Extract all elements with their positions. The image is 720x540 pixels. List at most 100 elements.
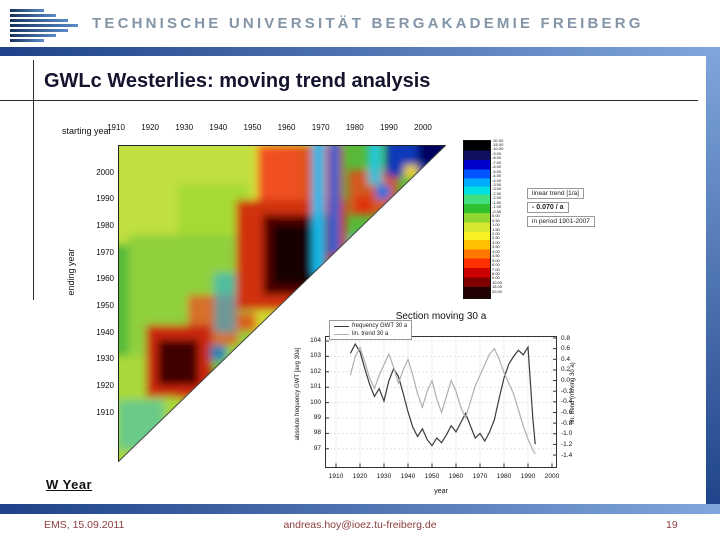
inset-x-tick-label: 1940 <box>400 473 416 480</box>
slide-header: TECHNISCHE UNIVERSITÄT BERGAKADEMIE FREI… <box>0 0 720 47</box>
heatmap-x-tick-label: 1930 <box>175 123 194 132</box>
inset-right-tick-label: 0.8 <box>561 334 571 342</box>
title-vertical-rule <box>33 60 34 300</box>
legend-entry-label: lin. trend 30 a <box>352 331 389 337</box>
heatmap-x-tick-label: 2000 <box>414 123 432 132</box>
title-underline <box>0 100 698 101</box>
inset-right-tick-label: 0.2 <box>561 366 571 374</box>
trend-legend-panel: linear trend [1/a] - 0.070 / a in period… <box>527 188 595 227</box>
inset-right-tick-label: -1.0 <box>561 430 573 438</box>
logo-bar <box>10 9 44 12</box>
top-accent-band <box>0 47 720 56</box>
legend-entry-label: frequency GWT 30 a <box>352 323 408 329</box>
colorbar-tick-label: 4.00 <box>492 248 500 254</box>
inset-chart-legend: frequency GWT 30 a lin. trend 30 a <box>329 320 413 340</box>
inset-left-tick-label: 102 <box>310 367 321 375</box>
bottom-accent-band <box>0 504 720 514</box>
inset-left-tick-label: 104 <box>310 337 321 344</box>
trend-legend-title: linear trend [1/a] <box>527 188 584 199</box>
colorbar-tick-label: -15.00 <box>492 141 504 147</box>
colorbar-tick-label: -3.50 <box>492 182 502 187</box>
colorbar-tick-label: 2.00 <box>492 230 500 236</box>
colorbar-tick-label: -7.00 <box>492 159 502 165</box>
inset-left-tick-label: 99 <box>313 414 321 421</box>
colorbar-tick-label: 6.00 <box>492 262 500 268</box>
inset-right-tick-label: -1.4 <box>561 451 573 459</box>
heatmap-y-tick-label: 1950 <box>96 300 114 310</box>
colorbar-tick-label: -4.50 <box>492 173 502 179</box>
inset-right-tick-label: 0.4 <box>561 355 571 363</box>
inset-x-tick-label: 1970 <box>472 473 488 480</box>
inset-chart-title: Section moving 30 a <box>395 311 487 322</box>
heatmap-x-tick-label: 1950 <box>243 123 262 132</box>
colorbar-tick-label: 9.00 <box>492 275 500 281</box>
inset-x-tick-label: 1930 <box>376 473 392 480</box>
logo-bar <box>10 39 44 42</box>
colorbar-tick-label: -1.50 <box>492 199 502 205</box>
heatmap-xaxis-label: starting year <box>62 126 112 136</box>
logo-bar <box>10 14 56 17</box>
heatmap-y-tick-label: 1970 <box>96 247 114 257</box>
colorbar-tick-label: 3.00 <box>492 239 500 245</box>
heatmap-x-tick-label: 1940 <box>209 123 228 132</box>
heatmap-y-tick-label: 1940 <box>96 327 114 337</box>
colorbar-tick-label: 0.50 <box>492 217 500 223</box>
inset-left-tick-label: 100 <box>310 398 321 406</box>
colorbar-tick-label: 3.50 <box>492 244 500 250</box>
logo-bar <box>10 34 56 37</box>
heatmap-y-tick-label: 2000 <box>96 167 114 177</box>
colorbar-tick-label: -0.50 <box>492 208 502 214</box>
inset-right-tick-label: -1.2 <box>561 440 573 448</box>
inset-right-tick-label: -0.4 <box>561 398 573 406</box>
inset-left-tick-label: 98 <box>313 429 321 437</box>
inset-left-tick-label: 101 <box>310 383 321 391</box>
inset-chart-svg <box>325 336 557 468</box>
inset-x-tick-label: 1960 <box>448 473 464 480</box>
colorbar-tick-label: -5.00 <box>492 168 502 174</box>
heatmap-y-tick-label: 1930 <box>96 354 114 364</box>
inset-right-tick-label: -0.8 <box>561 419 573 427</box>
inset-right-tick-label: 0.0 <box>561 377 571 385</box>
trend-period: in period 1901-2007 <box>527 216 595 227</box>
heatmap-x-tick-label: 1990 <box>379 123 398 132</box>
colorbar-tick-label: -10.00 <box>492 146 504 152</box>
colorbar-tick-label: -9.00 <box>492 150 502 156</box>
colorbar-tick-label: 0.00 <box>492 213 500 219</box>
trend-value: - 0.070 / a <box>527 202 569 213</box>
colorbar-tick-label: -4.00 <box>492 177 502 183</box>
colorbar-tick-label: 1.00 <box>492 222 500 228</box>
heatmap-colorbar <box>463 140 491 299</box>
inset-x-tick-label: 1920 <box>352 473 368 480</box>
colorbar-tick-label: -6.00 <box>492 164 502 170</box>
inset-left-axis-label: absolute frequency GWT [avg 30a] <box>295 347 301 441</box>
moving-trend-heatmap <box>118 145 446 462</box>
w-year-label: W Year <box>46 477 93 492</box>
series-line-0 <box>349 342 536 447</box>
inset-right-tick-label: -0.6 <box>561 408 573 416</box>
inset-left-tick-label: 103 <box>310 352 321 360</box>
logo-bar <box>10 29 68 32</box>
heatmap-y-tick-label: 1960 <box>96 274 114 284</box>
colorbar-tick-label: 2.50 <box>492 235 500 241</box>
inset-right-tick-label: -0.2 <box>561 387 573 395</box>
inset-x-tick-label: 1910 <box>328 473 344 480</box>
footer-page-number: 19 <box>666 519 678 531</box>
colorbar-tick-label: -2.50 <box>492 190 502 196</box>
inset-plot-border <box>325 336 557 468</box>
logo-bar <box>10 19 68 22</box>
colorbar-tick-label: 1.50 <box>492 226 500 232</box>
right-accent-band <box>706 47 720 514</box>
footer-date: EMS, 15.09.2011 <box>44 519 125 531</box>
page-title: GWLc Westerlies: moving trend analysis <box>44 70 431 92</box>
inset-xaxis-label: year <box>434 488 448 495</box>
line-sample-icon <box>334 333 349 335</box>
legend-entry-frequency: frequency GWT 30 a <box>334 323 407 329</box>
colorbar-tick-label: 20.00 <box>492 288 503 294</box>
logo-bar <box>10 24 78 27</box>
heatmap-y-tick-label: 1990 <box>96 194 114 204</box>
university-name: TECHNISCHE UNIVERSITÄT BERGAKADEMIE FREI… <box>92 15 644 32</box>
heatmap-x-tick-label: 1980 <box>345 123 364 132</box>
inset-x-tick-label: 2000 <box>544 473 560 480</box>
colorbar-tick-label: 10.00 <box>492 279 503 285</box>
